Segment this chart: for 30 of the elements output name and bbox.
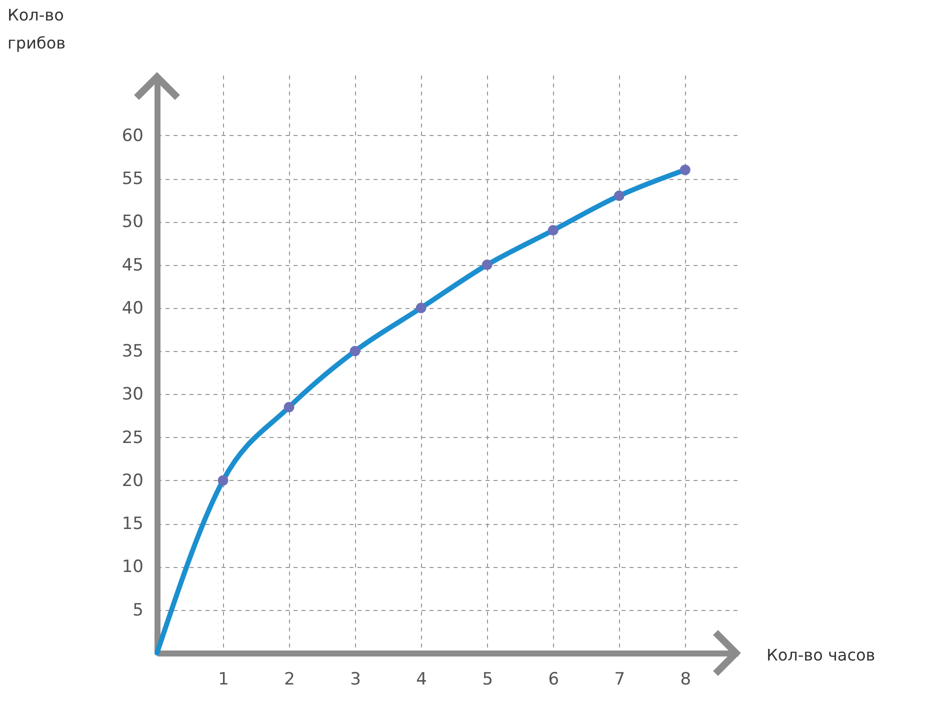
x-tick-label: 5 <box>482 670 494 690</box>
x-tick-label: 1 <box>218 670 229 690</box>
y-tick-label: 55 <box>122 169 144 190</box>
y-tick-label: 10 <box>122 557 144 578</box>
point <box>218 475 228 486</box>
point <box>680 164 690 176</box>
x-axis-title: Кол-во часов <box>766 646 876 664</box>
x-tick-label: 7 <box>614 670 626 690</box>
x-tick-label: 2 <box>284 670 295 690</box>
y-tick-label: 40 <box>122 298 144 318</box>
y-tick-label: 50 <box>122 212 144 232</box>
x-tick-label: 6 <box>548 670 560 690</box>
y-tick-label: 30 <box>122 384 144 405</box>
x-tick-label: 8 <box>680 670 692 690</box>
y-axis-title: Кол-во грибов <box>8 6 66 52</box>
y-tick-label: 25 <box>122 428 144 448</box>
point <box>482 260 492 270</box>
x-tick-label: 4 <box>416 670 428 690</box>
y-tick-label: 15 <box>122 514 144 534</box>
point <box>416 302 426 314</box>
y-tick-label: 5 <box>132 600 144 620</box>
point <box>350 346 360 356</box>
x-tick-label: 3 <box>350 670 361 690</box>
y-tick-label: 20 <box>122 470 144 491</box>
y-tick-label: 60 <box>122 126 144 146</box>
point <box>548 225 558 236</box>
y-tick-label: 45 <box>122 255 144 276</box>
point <box>614 190 624 202</box>
point <box>284 402 294 412</box>
y-tick-label: 35 <box>122 342 144 362</box>
